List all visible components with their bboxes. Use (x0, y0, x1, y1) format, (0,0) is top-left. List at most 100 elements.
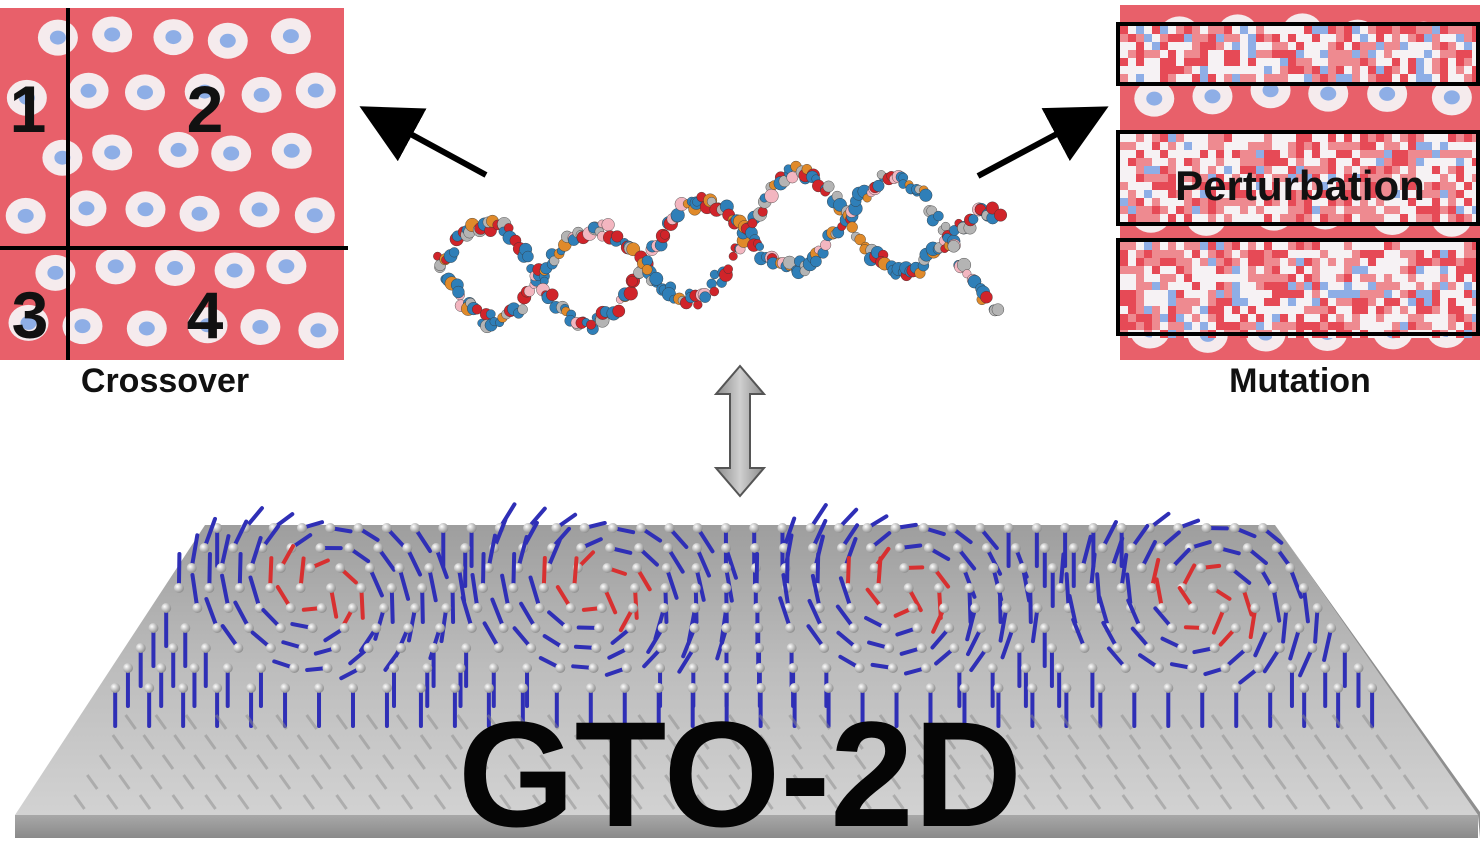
noise-pixel (1384, 214, 1392, 222)
spin-arrow (480, 552, 486, 590)
spin-shadow (486, 714, 499, 730)
noise-pixel (1440, 74, 1448, 82)
noise-pixel (1120, 306, 1128, 314)
spin-site (1116, 583, 1127, 593)
dna-atom (523, 285, 535, 297)
noise-pixel (1136, 150, 1144, 158)
spin-shadow (567, 774, 581, 790)
noise-pixel (1232, 134, 1240, 142)
noise-pixel (1408, 242, 1416, 250)
spin-arrow (1021, 566, 1032, 603)
noise-pixel (1384, 198, 1392, 206)
spin-shadow (319, 754, 332, 770)
spin-site (1027, 683, 1038, 693)
spin-shadow (305, 714, 318, 730)
spin-site (1079, 643, 1090, 653)
spin-shadow (302, 794, 316, 810)
noise-pixel (1384, 290, 1392, 298)
noise-pixel (1304, 158, 1312, 166)
noise-pixel (1400, 282, 1408, 290)
noise-pixel (1328, 290, 1336, 298)
noise-pixel (1256, 66, 1264, 74)
spin-site (410, 603, 421, 613)
noise-pixel (1312, 58, 1320, 66)
spin-site (873, 583, 884, 593)
noise-pixel (1280, 134, 1288, 142)
spin-site (579, 523, 590, 533)
noise-pixel (1336, 150, 1344, 158)
noise-pixel (1392, 314, 1400, 322)
noise-pixel (1320, 42, 1328, 50)
noise-pixel (1344, 26, 1352, 34)
spin-site (460, 543, 471, 553)
spin-shadow (350, 754, 364, 770)
spin-site (483, 563, 494, 573)
noise-pixel (1368, 158, 1376, 166)
spin-site (1326, 623, 1337, 633)
spin-site (228, 543, 239, 553)
noise-pixel (1144, 142, 1152, 150)
noise-pixel (1336, 242, 1344, 250)
perturbation-label: Perturbation (1175, 162, 1425, 209)
spin-site (884, 643, 895, 653)
spin-site (379, 603, 390, 613)
spin-site (869, 563, 880, 573)
noise-pixel (1408, 282, 1416, 290)
noise-pixel (1200, 58, 1208, 66)
noise-pixel (1256, 34, 1264, 42)
noise-pixel (1200, 242, 1208, 250)
noise-pixel (1360, 306, 1368, 314)
spin-site (964, 583, 975, 593)
noise-pixel (1440, 306, 1448, 314)
spin-site (453, 563, 464, 573)
noise-pixel (1168, 314, 1176, 322)
noise-pixel (1224, 306, 1232, 314)
spin-shadow (818, 714, 831, 730)
spin-site (1153, 663, 1164, 673)
noise-pixel (1296, 266, 1304, 274)
spin-site (424, 563, 435, 573)
noise-pixel (1256, 266, 1264, 274)
noise-pixel (1416, 66, 1424, 74)
noise-pixel (1320, 142, 1328, 150)
noise-pixel (1328, 242, 1336, 250)
noise-pixel (1448, 306, 1456, 314)
spin-shadow (1285, 794, 1298, 810)
spin-shadow (1331, 714, 1344, 730)
noise-pixel (1464, 134, 1472, 142)
noise-pixel (1432, 214, 1440, 222)
spin-site (851, 643, 862, 653)
noise-pixel (1320, 314, 1328, 322)
noise-pixel (1352, 214, 1360, 222)
noise-pixel (1400, 298, 1408, 306)
noise-pixel (1248, 282, 1256, 290)
spin-shadow (1121, 794, 1135, 810)
noise-pixel (1144, 58, 1152, 66)
noise-pixel (1168, 50, 1176, 58)
noise-pixel (1288, 158, 1296, 166)
spin-shadow (885, 754, 898, 770)
spin-arrow (190, 572, 200, 610)
noise-pixel (1320, 50, 1328, 58)
skyrmion-core (74, 319, 91, 334)
spin-shadow (419, 734, 433, 750)
noise-pixel (1456, 290, 1464, 298)
noise-pixel (1296, 214, 1304, 222)
noise-pixel (1328, 150, 1336, 158)
spin-site (364, 563, 375, 573)
noise-pixel (1392, 290, 1400, 298)
dna-atom (649, 271, 664, 286)
noise-pixel (1248, 58, 1256, 66)
spin-shadow (573, 734, 587, 750)
spin-site (1187, 663, 1198, 673)
noise-pixel (1304, 74, 1312, 82)
noise-pixel (1352, 266, 1360, 274)
spin-site (353, 523, 364, 533)
spin-shadow (939, 714, 952, 730)
spin-shadow (953, 774, 966, 790)
noise-pixel (1432, 166, 1440, 174)
noise-pixel (1464, 42, 1472, 50)
spin-site (289, 663, 300, 673)
noise-pixel (1176, 174, 1184, 182)
noise-pixel (1400, 258, 1408, 266)
